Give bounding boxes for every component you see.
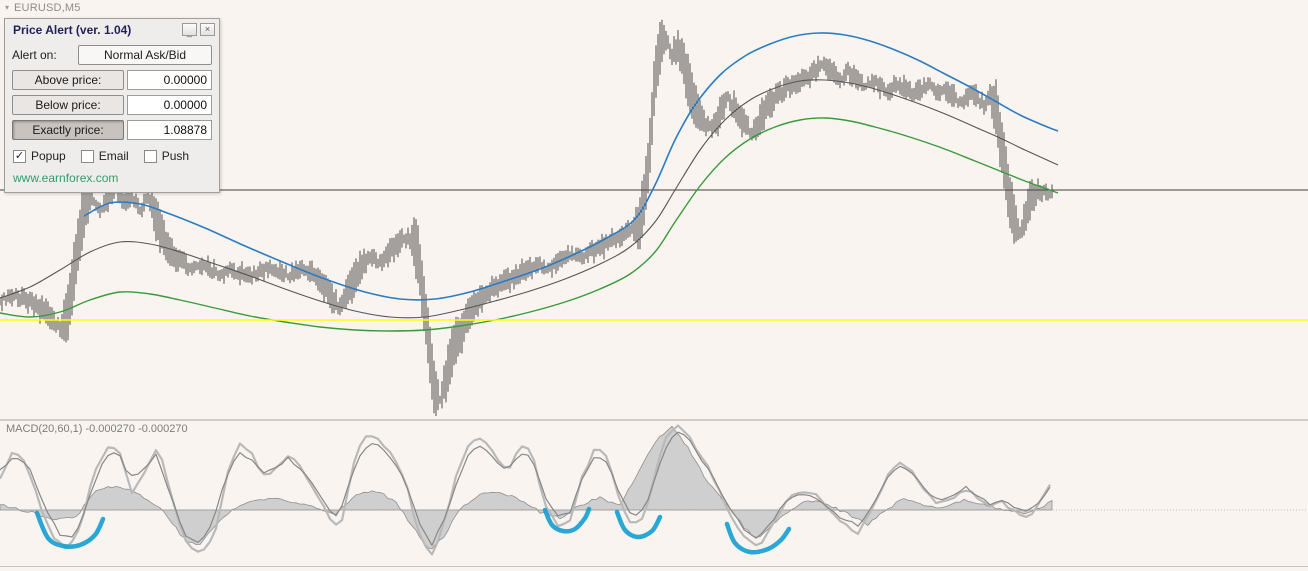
macd-histogram: [0, 425, 1053, 550]
push-checkbox-label: Push: [161, 149, 190, 163]
checkbox-check-icon: ✓: [13, 149, 26, 163]
minimize-icon: _: [186, 27, 192, 37]
popup-checkbox-label: Popup: [31, 149, 66, 163]
symbol-period-label: EURUSD,M5: [14, 2, 81, 14]
above-price-input[interactable]: [127, 70, 212, 90]
close-icon: ×: [204, 24, 211, 34]
macd-trough-circle-3: [614, 509, 663, 540]
notification-options-row: ✓ Popup Email Push: [13, 149, 212, 163]
macd-indicator-label: MACD(20,60,1) -0.000270 -0.000270: [6, 423, 188, 435]
email-checkbox-label: Email: [98, 149, 129, 163]
alert-on-label: Alert on:: [12, 48, 57, 62]
below-price-row: Below price:: [12, 95, 212, 115]
popup-checkbox[interactable]: ✓ Popup: [13, 149, 66, 163]
minimize-button[interactable]: _: [182, 23, 197, 37]
alert-panel-titlebar: Price Alert (ver. 1.04) _ ×: [5, 19, 219, 40]
macd-trough-circle-4: [724, 521, 792, 555]
chevron-down-icon: ▾: [5, 3, 10, 12]
above-price-row: Above price:: [12, 70, 212, 90]
macd-signal-line: [0, 431, 1051, 546]
push-checkbox[interactable]: Push: [143, 149, 190, 163]
email-checkbox[interactable]: Email: [80, 149, 129, 163]
exactly-price-row: Exactly price:: [12, 120, 212, 140]
macd-trough-circle-2: [542, 506, 592, 534]
checkbox-check-icon: [143, 149, 157, 163]
close-button[interactable]: ×: [200, 23, 215, 36]
alert-panel-title: Price Alert (ver. 1.04): [13, 22, 132, 37]
below-price-button[interactable]: Below price:: [12, 95, 124, 115]
exactly-price-input[interactable]: [127, 120, 212, 140]
alert-type-button[interactable]: Normal Ask/Bid: [78, 45, 212, 65]
macd-trough-circle-1: [34, 510, 106, 549]
above-price-button[interactable]: Above price:: [12, 70, 124, 90]
ma-lower-green-line: [0, 117, 1059, 332]
checkbox-check-icon: [80, 149, 94, 163]
earnforex-link[interactable]: www.earnforex.com: [13, 171, 119, 185]
ma-upper-blue-line: [83, 32, 1059, 301]
alert-on-row: Alert on: Normal Ask/Bid: [12, 45, 212, 65]
price-alert-panel: Price Alert (ver. 1.04) _ × Alert on: No…: [4, 18, 220, 193]
symbol-row: ▾ EURUSD,M5: [5, 2, 81, 14]
exactly-price-button[interactable]: Exactly price:: [12, 120, 124, 140]
ma-middle-line: [0, 79, 1059, 319]
macd-main-line: [0, 424, 1051, 556]
below-price-input[interactable]: [127, 95, 212, 115]
